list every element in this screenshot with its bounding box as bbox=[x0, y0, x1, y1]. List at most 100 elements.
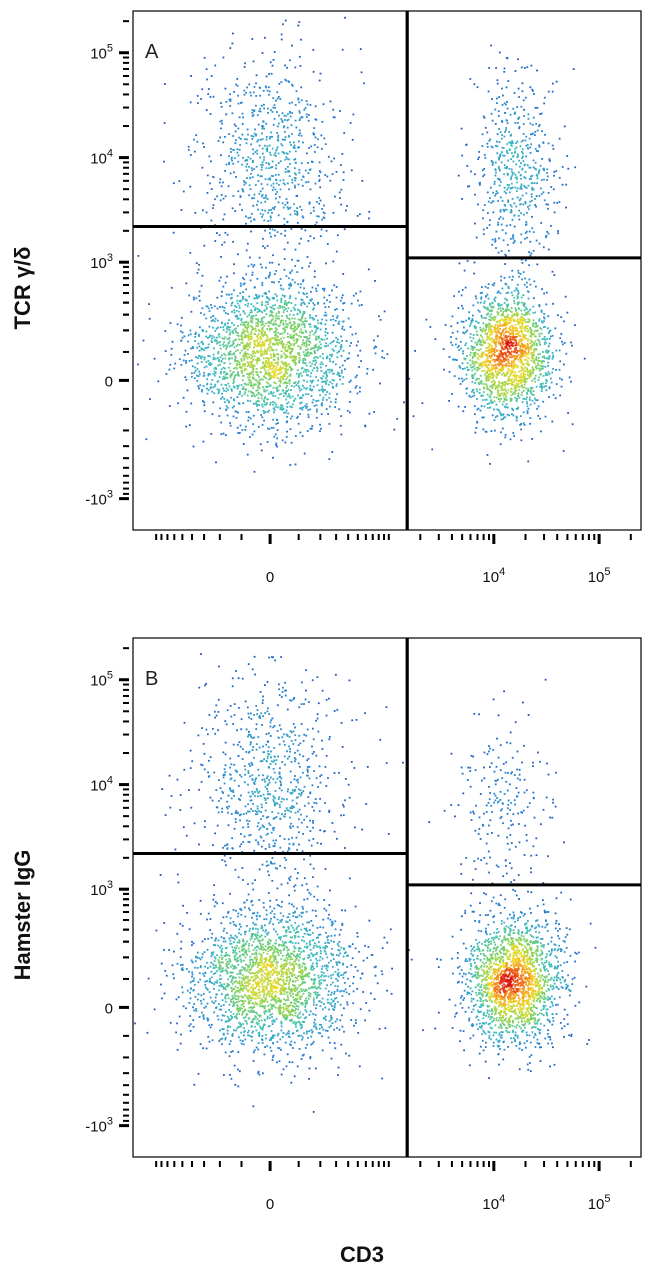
event-dot bbox=[338, 372, 340, 375]
event-dot bbox=[228, 329, 231, 332]
event-dot bbox=[537, 415, 540, 417]
event-dot bbox=[254, 344, 257, 346]
event-dot bbox=[252, 265, 255, 268]
event-dot bbox=[540, 364, 542, 367]
event-dot bbox=[272, 106, 275, 109]
event-dot bbox=[286, 356, 289, 358]
event-dot bbox=[525, 327, 528, 330]
event-dot bbox=[314, 359, 317, 362]
event-dot bbox=[267, 297, 270, 300]
event-dot bbox=[294, 281, 296, 284]
event-dot bbox=[203, 404, 206, 407]
event-dot bbox=[259, 263, 262, 266]
event-dot bbox=[182, 190, 185, 193]
event-dot bbox=[481, 133, 484, 136]
event-dot bbox=[506, 184, 509, 186]
event-dot bbox=[478, 363, 480, 366]
event-dot bbox=[224, 384, 227, 386]
event-dot bbox=[246, 163, 249, 166]
event-dot bbox=[462, 320, 465, 323]
event-dot bbox=[505, 103, 507, 106]
event-dot bbox=[511, 311, 513, 313]
event-dot bbox=[483, 174, 486, 176]
event-dot bbox=[231, 322, 233, 324]
event-dot bbox=[561, 378, 563, 381]
event-dot bbox=[496, 102, 498, 104]
event-dot bbox=[477, 366, 480, 369]
event-dot bbox=[513, 202, 516, 205]
event-dot bbox=[479, 362, 482, 365]
event-dot bbox=[520, 358, 522, 361]
event-dot bbox=[254, 307, 257, 309]
event-dot bbox=[497, 223, 499, 226]
event-dot bbox=[332, 108, 335, 111]
event-dot bbox=[259, 344, 262, 346]
event-dot bbox=[523, 302, 526, 305]
event-dot bbox=[293, 203, 295, 206]
event-dot bbox=[505, 167, 508, 170]
event-dot bbox=[223, 337, 225, 340]
event-dot bbox=[431, 448, 434, 451]
event-dot bbox=[281, 144, 284, 147]
event-dot bbox=[256, 277, 259, 280]
event-dot bbox=[189, 101, 192, 104]
event-dot bbox=[269, 353, 272, 356]
event-dot bbox=[247, 156, 250, 159]
event-dot bbox=[507, 368, 510, 370]
event-dot bbox=[243, 382, 246, 385]
event-dot bbox=[187, 149, 190, 151]
event-dot bbox=[255, 322, 258, 325]
event-dot bbox=[264, 209, 266, 212]
event-dot bbox=[502, 368, 504, 371]
event-dot bbox=[257, 333, 260, 335]
event-dot bbox=[309, 212, 312, 215]
event-dot bbox=[340, 335, 343, 338]
event-dot bbox=[487, 369, 490, 371]
event-dot bbox=[517, 272, 520, 274]
event-dot bbox=[317, 356, 319, 359]
event-dot bbox=[320, 361, 323, 364]
event-dot bbox=[506, 107, 509, 110]
event-dot bbox=[349, 379, 352, 382]
event-dot bbox=[294, 359, 296, 362]
event-dot bbox=[502, 329, 504, 332]
event-dot bbox=[262, 125, 265, 128]
event-dot bbox=[526, 66, 529, 69]
event-dot bbox=[518, 385, 520, 388]
event-dot bbox=[520, 183, 523, 186]
event-dot bbox=[475, 427, 478, 429]
event-dot bbox=[294, 158, 297, 160]
event-dot bbox=[305, 371, 308, 373]
event-dot bbox=[374, 352, 377, 355]
event-dot bbox=[494, 296, 497, 299]
event-dot bbox=[508, 191, 511, 194]
event-dot bbox=[525, 221, 528, 223]
event-dot bbox=[250, 309, 253, 312]
event-dot bbox=[261, 301, 263, 304]
event-dot bbox=[270, 307, 273, 309]
event-dot bbox=[244, 345, 247, 348]
event-dot bbox=[544, 133, 546, 136]
event-dot bbox=[244, 351, 247, 354]
event-dot bbox=[242, 157, 244, 159]
event-dot bbox=[234, 142, 237, 144]
event-dot bbox=[223, 341, 225, 344]
event-dot bbox=[280, 287, 283, 290]
event-dot bbox=[273, 376, 276, 379]
event-dot bbox=[290, 284, 293, 286]
event-dot bbox=[225, 347, 227, 350]
event-dot bbox=[284, 381, 286, 384]
event-dot bbox=[476, 356, 479, 359]
event-dot bbox=[503, 277, 506, 279]
event-dot bbox=[480, 334, 482, 337]
event-dot bbox=[319, 363, 322, 366]
event-dot bbox=[498, 158, 500, 161]
event-dot bbox=[502, 147, 505, 149]
event-dot bbox=[560, 385, 563, 388]
event-dot bbox=[212, 95, 215, 98]
event-dot bbox=[228, 161, 231, 164]
event-dot bbox=[247, 362, 250, 365]
event-dot bbox=[508, 332, 511, 335]
event-dot bbox=[482, 322, 485, 325]
event-dot bbox=[536, 175, 539, 177]
